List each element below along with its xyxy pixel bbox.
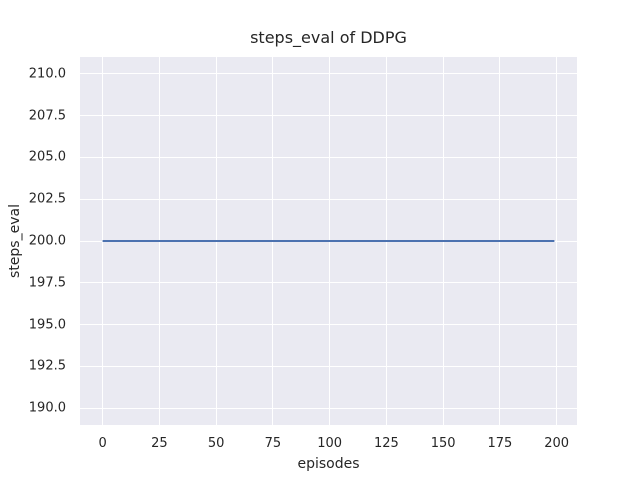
y-gridline	[80, 407, 577, 409]
y-gridline	[80, 282, 577, 284]
y-gridline	[80, 324, 577, 326]
x-tick-label: 25	[151, 436, 168, 451]
y-tick-label: 202.5	[28, 191, 66, 207]
line-chart-svg	[102, 240, 555, 242]
y-tick-label: 192.5	[28, 358, 66, 374]
x-tick-label: 75	[264, 436, 282, 451]
y-tick-label: 207.5	[28, 108, 66, 124]
x-tick-label: 200	[544, 436, 570, 451]
plot-area	[80, 57, 577, 425]
y-gridline	[80, 156, 577, 158]
y-gridline	[80, 115, 577, 117]
y-tick-label: 200.0	[28, 233, 66, 249]
x-tick-label: 0	[98, 436, 107, 451]
y-tick-label: 195.0	[28, 317, 66, 333]
y-tick-label: 205.0	[28, 149, 66, 165]
x-tick-label: 50	[207, 436, 225, 451]
y-tick-label: 210.0	[28, 66, 66, 82]
y-gridline	[80, 73, 577, 75]
y-gridline	[80, 198, 577, 200]
x-tick-label: 175	[487, 436, 513, 451]
chart-title: steps_eval of DDPG	[250, 28, 407, 47]
x-tick-label: 150	[430, 436, 456, 451]
y-tick-label: 197.5	[28, 275, 66, 291]
x-tick-label: 125	[373, 436, 399, 451]
y-tick-label: 190.0	[28, 400, 66, 416]
x-tick-label: 100	[317, 436, 343, 451]
y-gridline	[80, 365, 577, 367]
x-axis-label: episodes	[297, 456, 360, 472]
